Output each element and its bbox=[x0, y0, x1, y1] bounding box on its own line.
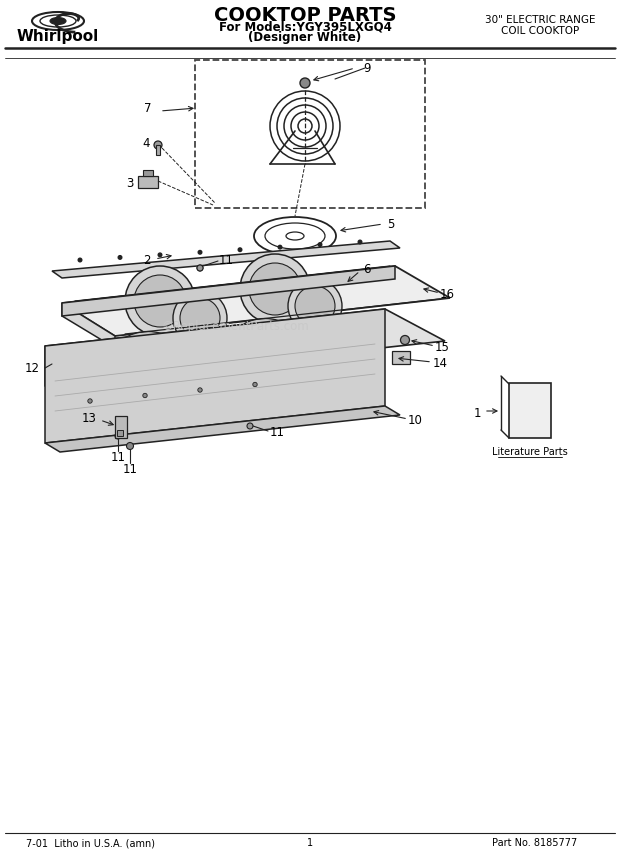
Circle shape bbox=[197, 265, 203, 271]
Ellipse shape bbox=[161, 356, 219, 400]
Text: 14: 14 bbox=[433, 356, 448, 370]
Text: Part No. 8185777: Part No. 8185777 bbox=[492, 838, 578, 848]
Text: 5: 5 bbox=[388, 217, 395, 230]
Circle shape bbox=[249, 263, 301, 315]
Circle shape bbox=[288, 279, 342, 333]
Ellipse shape bbox=[168, 362, 212, 394]
Circle shape bbox=[173, 291, 227, 345]
Bar bbox=[509, 383, 551, 438]
Circle shape bbox=[78, 259, 82, 262]
Circle shape bbox=[180, 298, 220, 338]
Text: 11: 11 bbox=[270, 425, 285, 438]
Text: For Models:YGY395LXGQ4: For Models:YGY395LXGQ4 bbox=[219, 21, 391, 33]
Circle shape bbox=[247, 423, 253, 429]
Bar bbox=[195, 60, 425, 208]
Circle shape bbox=[198, 388, 202, 392]
Text: (Designer White): (Designer White) bbox=[249, 31, 361, 44]
Text: 7-01  Litho in U.S.A. (amn): 7-01 Litho in U.S.A. (amn) bbox=[25, 838, 154, 848]
Circle shape bbox=[198, 251, 202, 254]
Text: 3: 3 bbox=[126, 176, 134, 189]
Bar bbox=[392, 351, 410, 364]
Circle shape bbox=[197, 265, 203, 271]
Polygon shape bbox=[45, 406, 400, 452]
Ellipse shape bbox=[229, 318, 301, 373]
Text: 2: 2 bbox=[143, 253, 151, 266]
Text: 1: 1 bbox=[473, 407, 480, 419]
Ellipse shape bbox=[112, 331, 184, 387]
Polygon shape bbox=[62, 266, 450, 336]
Text: 13: 13 bbox=[82, 412, 97, 425]
Circle shape bbox=[88, 399, 92, 403]
Ellipse shape bbox=[50, 17, 66, 25]
Circle shape bbox=[318, 243, 322, 247]
Text: COIL COOKTOP: COIL COOKTOP bbox=[501, 26, 579, 36]
Text: 11: 11 bbox=[110, 450, 125, 463]
Ellipse shape bbox=[279, 344, 337, 388]
Polygon shape bbox=[45, 309, 385, 443]
Ellipse shape bbox=[120, 339, 175, 379]
Circle shape bbox=[115, 433, 121, 439]
Circle shape bbox=[295, 286, 335, 326]
Text: Whirlpool: Whirlpool bbox=[17, 28, 99, 44]
Ellipse shape bbox=[286, 350, 330, 382]
Text: 7: 7 bbox=[144, 102, 152, 115]
Circle shape bbox=[125, 266, 195, 336]
Bar bbox=[117, 430, 123, 436]
Text: ©ReplacementParts.com: ©ReplacementParts.com bbox=[161, 319, 309, 332]
Circle shape bbox=[300, 78, 310, 88]
Polygon shape bbox=[62, 303, 115, 348]
Text: 16: 16 bbox=[440, 288, 454, 300]
Circle shape bbox=[158, 253, 162, 257]
Text: 1: 1 bbox=[307, 838, 313, 848]
Polygon shape bbox=[62, 266, 395, 316]
Circle shape bbox=[126, 443, 133, 449]
Bar bbox=[143, 170, 153, 176]
Circle shape bbox=[238, 248, 242, 252]
Text: 30" ELECTRIC RANGE: 30" ELECTRIC RANGE bbox=[485, 15, 595, 25]
Circle shape bbox=[118, 256, 122, 259]
Text: 15: 15 bbox=[435, 341, 449, 354]
Text: 12: 12 bbox=[25, 361, 40, 375]
Text: 11: 11 bbox=[123, 462, 138, 475]
Text: COOKTOP PARTS: COOKTOP PARTS bbox=[214, 5, 396, 25]
Text: 10: 10 bbox=[407, 413, 422, 426]
Polygon shape bbox=[45, 346, 105, 418]
Ellipse shape bbox=[237, 326, 293, 366]
Circle shape bbox=[253, 383, 257, 387]
Circle shape bbox=[278, 246, 282, 249]
Circle shape bbox=[154, 141, 162, 149]
Bar bbox=[156, 145, 160, 155]
Circle shape bbox=[401, 336, 409, 344]
Bar bbox=[138, 176, 158, 188]
Bar bbox=[115, 416, 127, 438]
Circle shape bbox=[134, 275, 186, 327]
Text: 11: 11 bbox=[218, 253, 234, 266]
Polygon shape bbox=[52, 241, 400, 278]
Polygon shape bbox=[45, 309, 445, 378]
Circle shape bbox=[358, 241, 362, 244]
Text: Literature Parts: Literature Parts bbox=[492, 447, 568, 457]
Text: 4: 4 bbox=[142, 136, 150, 150]
Circle shape bbox=[240, 254, 310, 324]
Circle shape bbox=[143, 393, 147, 398]
Text: 6: 6 bbox=[363, 263, 371, 276]
Text: 9: 9 bbox=[363, 62, 371, 74]
